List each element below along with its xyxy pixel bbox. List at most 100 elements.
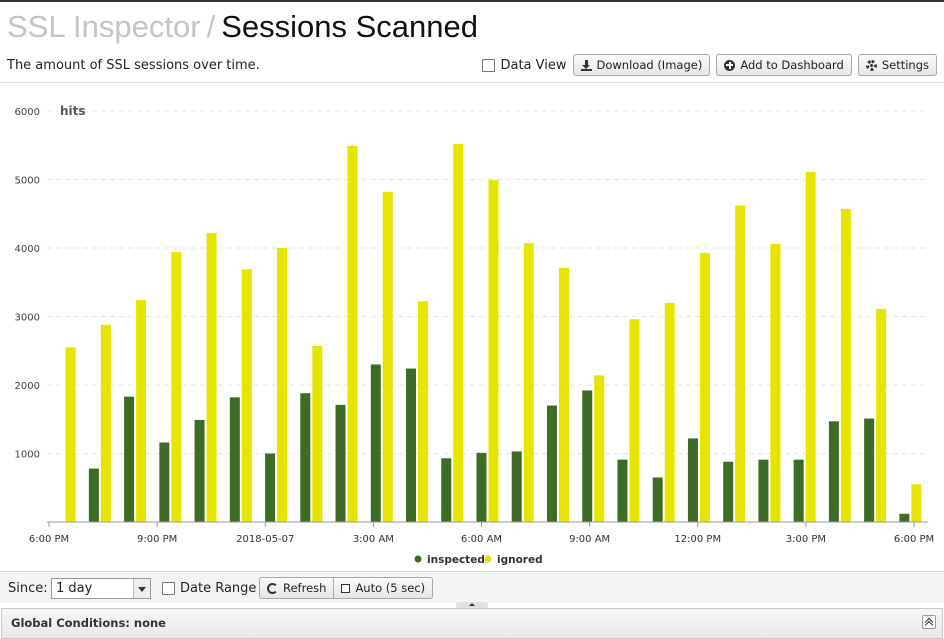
bar-ignored [206,232,217,522]
top-border [0,0,944,2]
x-tick-label: 3:00 PM [786,534,826,545]
bar-ignored [418,301,429,522]
x-tick-label: 9:00 AM [569,534,610,545]
auto-refresh-button[interactable]: Auto (5 sec) [334,577,434,599]
add-to-dashboard-button[interactable]: Add to Dashboard [716,54,852,76]
date-range-label: Date Range [180,581,257,596]
bar-inspected [723,461,734,522]
bar-ignored [382,191,393,522]
since-select[interactable]: 1 day [51,578,151,599]
x-tick-label: 6:00 PM [29,534,69,545]
bar-inspected [864,418,875,522]
chart-toolbar: Data View Download (Image) Add to Dashbo… [482,54,937,76]
breadcrumb-separator: / [206,9,216,44]
bar-inspected [476,452,487,522]
legend-marker-ignored [484,555,492,563]
bar-ignored [805,171,816,522]
y-tick-label: 2000 [15,381,40,392]
bar-ignored [312,345,323,522]
chart-panel: 1000 2000 3000 4000 5000 6000 6:00 PM 9:00 PM 20… [0,82,944,572]
bar-inspected [229,397,240,522]
bar-inspected [546,405,557,522]
refresh-button[interactable]: Refresh [259,577,335,599]
gear-icon [865,59,877,71]
page-title: SSL Inspector / Sessions Scanned [7,8,478,46]
bar-inspected [582,390,593,522]
bar-ignored [594,375,605,522]
bar-ignored [876,308,887,522]
y-axis-label: hits [60,104,86,118]
y-tick-label: 5000 [15,176,40,187]
bar-inspected [687,438,698,522]
bar-ignored [136,300,147,522]
chevron-down-icon[interactable] [133,579,150,598]
bar-ignored [100,324,111,522]
x-tick-label: 6:00 PM [894,534,934,545]
plus-circle-icon [724,59,736,71]
download-image-label: Download (Image) [596,58,703,72]
bar-ignored [840,208,851,522]
breadcrumb-ssl-inspector[interactable]: SSL Inspector [7,9,201,44]
bar-inspected [124,396,135,522]
bar-inspected [441,458,452,522]
add-to-dashboard-label: Add to Dashboard [740,58,844,72]
bar-ignored [488,180,499,522]
data-view-label: Data View [500,57,567,73]
chart-bars [65,143,922,523]
bar-inspected [406,368,417,522]
chart-legend: inspected ignored [414,554,543,566]
sessions-bar-chart: 1000 2000 3000 4000 5000 6000 6:00 PM 9:00 PM 20… [15,104,935,566]
x-tick-label: 3:00 AM [353,534,394,545]
bar-inspected [899,513,910,522]
chevron-double-up-icon[interactable] [922,615,936,629]
legend-label-ignored: ignored [497,554,543,566]
bar-inspected [370,364,381,522]
refresh-label: Refresh [283,581,327,595]
bar-inspected [793,459,804,522]
legend-label-inspected: inspected [427,554,485,566]
refresh-icon [267,582,278,594]
bar-ignored [664,302,675,522]
data-view-toggle[interactable]: Data View [482,57,567,73]
download-image-button[interactable]: Download (Image) [572,54,711,76]
bar-inspected [159,442,170,522]
bar-ignored [558,267,569,522]
auto-refresh-label: Auto (5 sec) [355,581,426,595]
bar-inspected [511,451,522,522]
bar-inspected [335,404,346,522]
bar-ignored [699,252,710,523]
global-conditions-label: Global Conditions: none [11,616,166,630]
y-tick-label: 4000 [15,244,40,255]
since-select-value: 1 day [56,581,93,596]
time-controls-bar: Since: 1 day Date Range Refresh Auto (5 … [0,573,944,603]
date-range-toggle[interactable]: Date Range [162,581,256,596]
bar-inspected [828,421,839,522]
panel-resize-handle[interactable] [456,602,488,608]
bar-inspected [300,393,311,522]
bar-ignored [241,269,252,522]
since-label: Since: [8,581,48,596]
global-conditions-panel[interactable]: Global Conditions: none [1,608,943,639]
bar-ignored [911,484,922,522]
page-title-text: Sessions Scanned [221,9,478,44]
refresh-button-group: Refresh Auto (5 sec) [259,577,434,599]
bar-inspected [88,468,99,522]
legend-marker-inspected [414,555,422,563]
chart-grid [47,110,928,454]
x-tick-label: 12:00 PM [674,534,721,545]
bar-ignored [523,243,534,522]
x-tick-label: 6:00 AM [461,534,502,545]
bar-inspected [652,477,663,522]
date-range-checkbox[interactable] [162,582,175,595]
bar-ignored [65,347,76,522]
download-icon [580,59,592,71]
settings-button[interactable]: Settings [857,54,937,76]
bar-ignored [453,143,464,522]
checkbox-icon [341,583,351,593]
chart-axes: 1000 2000 3000 4000 5000 6000 6:00 PM 9:00 PM 20… [15,107,935,545]
y-tick-label: 3000 [15,313,40,324]
data-view-checkbox[interactable] [482,58,496,72]
x-tick-label: 9:00 PM [137,534,177,545]
x-tick-label: 2018-05-07 [236,534,294,545]
y-tick-label: 6000 [15,107,40,118]
